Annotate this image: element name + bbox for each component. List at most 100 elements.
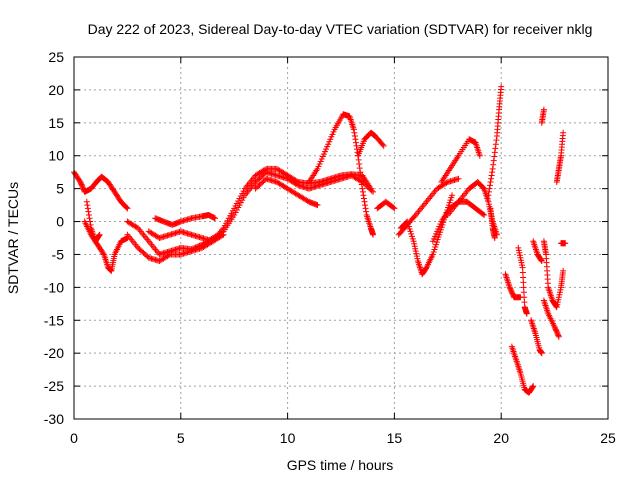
data-point [491, 235, 498, 241]
y-tick-label: 15 [48, 115, 64, 131]
data-point [362, 205, 369, 212]
x-tick-label: 0 [70, 430, 78, 446]
data-point [529, 383, 536, 390]
data-point [351, 132, 358, 139]
ticks-layer: 0 5 10 15 20 25 -30 -25 -20 -15 -10 -5 0 5 10 15 20 25 [44, 49, 616, 446]
x-tick-label: 5 [177, 430, 185, 446]
data-point [357, 173, 364, 180]
data-point [489, 169, 496, 176]
data-point [488, 172, 495, 179]
data-point [352, 136, 359, 143]
y-tick-label: 10 [48, 148, 64, 164]
series-trace-b [81, 218, 131, 274]
series-trace-ab [558, 240, 569, 247]
series-trace-z [553, 129, 567, 186]
data-point [359, 188, 366, 195]
data-point [486, 182, 493, 189]
data-point [490, 157, 497, 164]
data-point [358, 177, 365, 184]
data-point [84, 205, 91, 212]
data-point [538, 257, 545, 264]
y-tick-label: 20 [48, 82, 64, 98]
data-point [85, 211, 92, 218]
data-point [485, 192, 492, 199]
y-tick-label: 25 [48, 49, 64, 65]
series-trace-v [528, 317, 545, 357]
data-point [449, 192, 456, 199]
data-point [357, 169, 364, 176]
y-tick-label: -30 [44, 411, 64, 427]
points-layer [71, 83, 569, 396]
series-trace-r [487, 205, 498, 241]
series-trace-t [508, 343, 537, 396]
data-point [476, 152, 483, 159]
data-point [367, 185, 374, 192]
data-point [480, 211, 487, 218]
data-point [83, 198, 90, 205]
grid-layer [74, 57, 608, 419]
data-point [220, 231, 227, 238]
data-point [379, 141, 386, 148]
data-point [488, 175, 495, 182]
y-tick-label: 5 [56, 181, 64, 197]
x-axis-label: GPS time / hours [287, 457, 394, 473]
series-trace-x [540, 238, 567, 311]
data-point [562, 240, 569, 247]
chart-title: Day 222 of 2023, Sidereal Day-to-day VTE… [88, 21, 593, 37]
data-point [560, 267, 567, 274]
data-point [293, 178, 300, 185]
data-point [359, 185, 366, 192]
data-point [491, 153, 498, 160]
series-trace-a [71, 169, 131, 212]
plot-frame [73, 56, 609, 420]
series-trace-y [540, 297, 562, 340]
series-trace-s [502, 271, 524, 301]
data-point [352, 139, 359, 146]
data-point [314, 202, 321, 209]
data-point [391, 205, 398, 212]
data-point [84, 202, 91, 209]
data-point [85, 208, 92, 215]
data-point [356, 165, 363, 172]
series-trace-c [83, 198, 103, 245]
data-point [361, 198, 368, 205]
data-point [219, 232, 226, 239]
x-tick-label: 15 [387, 430, 403, 446]
data-point [492, 141, 499, 148]
data-point [165, 252, 172, 259]
data-point [538, 258, 545, 265]
series-trace-h [252, 175, 321, 209]
data-point [356, 160, 363, 167]
series-trace-j [355, 129, 387, 159]
series-trace-w [530, 238, 545, 265]
data-point [485, 188, 492, 195]
data-point [87, 218, 94, 225]
data-point [87, 221, 94, 228]
data-point [351, 129, 358, 136]
data-point [560, 129, 567, 136]
data-point [370, 231, 377, 238]
data-point [555, 333, 562, 340]
y-tick-label: -25 [44, 378, 64, 394]
data-point [96, 232, 103, 239]
data-point [350, 126, 357, 133]
y-tick-label: -5 [52, 246, 65, 262]
data-point [530, 383, 537, 390]
y-tick-label: -10 [44, 279, 64, 295]
x-tick-label: 25 [600, 430, 616, 446]
series-trace-u [515, 244, 530, 317]
data-point [486, 185, 493, 192]
data-point [86, 215, 93, 222]
data-point [100, 250, 107, 257]
data-point [498, 83, 505, 90]
data-point [390, 204, 397, 211]
data-point [538, 350, 545, 357]
data-point [360, 195, 367, 202]
data-point [443, 179, 450, 186]
data-point [355, 156, 362, 163]
series-trace-n [438, 136, 483, 186]
series-trace-aa [538, 106, 547, 126]
data-point [490, 161, 497, 168]
x-tick-label: 10 [280, 430, 296, 446]
